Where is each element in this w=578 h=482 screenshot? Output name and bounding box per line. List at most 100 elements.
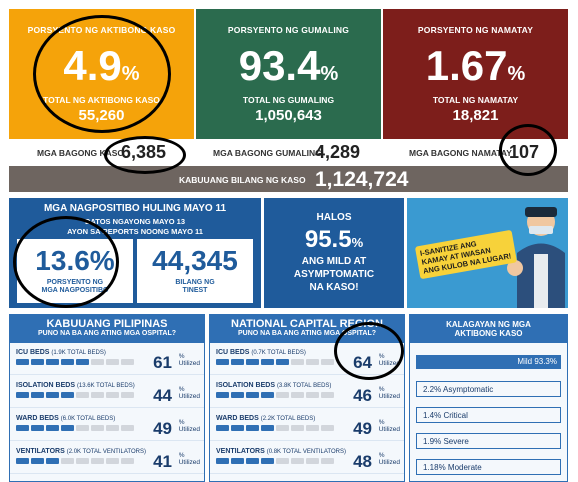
kalagayan-mild-label: Mild 93.3% — [517, 357, 557, 366]
bed-icon — [261, 392, 274, 398]
bed-icons — [16, 458, 134, 464]
bed-icon — [306, 458, 319, 464]
mild-line-1: HALOS — [316, 212, 352, 223]
util-word: Utilized — [178, 360, 200, 368]
kalagayan-item-label: 1.4% Critical — [423, 411, 468, 420]
tested-box: 44,345 BILANG NG TINEST — [137, 239, 253, 303]
bed-icon — [46, 359, 59, 365]
util-word: Utilized — [178, 393, 200, 401]
util-resource-name: VENTILATORS — [16, 448, 65, 455]
bed-icon — [91, 458, 104, 464]
total-cases-strip: KABUUANG BILANG NG KASO 1,124,724 — [9, 166, 568, 192]
kalagayan-item: 2.2% Asymptomatic — [416, 381, 561, 397]
bed-icon — [246, 359, 259, 365]
bed-icon — [276, 392, 289, 398]
util-resource-detail: (0.8K TOTAL VENTILATORS) — [266, 449, 346, 455]
deaths-pct-value: 1.67% — [383, 45, 568, 87]
bed-icon — [291, 359, 304, 365]
ph-hospital-panel: KABUUANG PILIPINAS PUNO NA BA ANG ATING … — [9, 314, 205, 482]
util-row-label: WARD BEDS (2.2K TOTAL BEDS) — [216, 415, 315, 422]
bed-icon — [321, 458, 334, 464]
util-row: ICU BEDS (1.9K TOTAL BEDS) 61% Utilized — [10, 347, 204, 375]
annotation-circle — [104, 136, 186, 174]
bed-icon — [31, 425, 44, 431]
util-pct-sign: % — [178, 452, 185, 459]
util-percent-value: 61 — [153, 353, 172, 372]
bed-icon — [306, 392, 319, 398]
bed-icons — [216, 392, 334, 398]
bed-icon — [231, 425, 244, 431]
deaths-pct-sign: % — [507, 63, 526, 85]
util-pct-sign: % — [178, 353, 185, 360]
util-pct-sign: % — [378, 452, 385, 459]
util-row: ISOLATION BEDS (13.6K TOTAL BEDS) 44% Util… — [10, 380, 204, 408]
util-resource-detail: (6.0K TOTAL BEDS) — [60, 416, 116, 422]
util-word: Utilized — [378, 459, 400, 467]
util-percent-value: 46 — [353, 386, 372, 405]
sanitize-poster: I-SANITIZE ANG KAMAY AT IWASAN ANG KULOB… — [407, 198, 568, 308]
util-percent-value: 48 — [353, 452, 372, 471]
bed-icons — [216, 425, 334, 431]
positivity-subtitle-2: AYON SA REPORTS NOONG MAYO 11 — [67, 227, 203, 236]
bed-icon — [106, 425, 119, 431]
new-counts-strip: MGA BAGONG KASO 6,385 MGA BAGONG GUMALIN… — [9, 140, 568, 164]
util-row-label: ISOLATION BEDS (3.8K TOTAL BEDS) — [216, 382, 331, 389]
util-percent-unit: % Utilized — [379, 452, 400, 466]
new-deaths-label: MGA BAGONG NAMATAY — [409, 148, 512, 158]
mild-panel: HALOS 95.5% ANG MILD AT ASYMPTOMATIC NA … — [264, 198, 404, 308]
recovered-total-value: 1,050,643 — [255, 107, 322, 124]
bed-icon — [231, 392, 244, 398]
positivity-title: MGA NAGPOSITIBO HULING MAYO 11 — [43, 203, 227, 214]
util-resource-name: WARD BEDS — [216, 415, 259, 422]
mild-line-3: ASYMPTOMATIC — [293, 269, 375, 280]
bed-icon — [91, 359, 104, 365]
poster-illustration — [507, 207, 565, 308]
util-row-label: ICU BEDS (1.9K TOTAL BEDS) — [16, 349, 106, 356]
util-percent-value: 41 — [153, 452, 172, 471]
bed-icon — [106, 392, 119, 398]
bed-icon — [276, 425, 289, 431]
bed-icon — [31, 392, 44, 398]
util-percent-unit: % Utilized — [179, 353, 200, 367]
bed-icon — [291, 392, 304, 398]
recovered-pct-sign: % — [320, 63, 339, 85]
kalagayan-item-label: 1.9% Severe — [423, 437, 469, 446]
bed-icon — [31, 458, 44, 464]
annotation-circle — [33, 15, 171, 133]
deaths-total-label: TOTAL NG NAMATAY — [432, 95, 519, 105]
deaths-card: PORSYENTO NG NAMATAY 1.67% TOTAL NG NAMA… — [383, 9, 568, 139]
util-percent-value: 49 — [153, 419, 172, 438]
bed-icons — [16, 359, 134, 365]
annotation-circle — [499, 124, 557, 176]
util-resource-name: VENTILATORS — [216, 448, 265, 455]
kalagayan-item: 1.4% Critical — [416, 407, 561, 423]
new-cases-label: MGA BAGONG KASO — [37, 148, 125, 158]
recovered-pct-number: 93.4 — [238, 42, 321, 89]
bed-icon — [16, 425, 29, 431]
bed-icon — [216, 392, 229, 398]
bed-icon — [76, 425, 89, 431]
bed-icon — [321, 359, 334, 365]
kalagayan-mild-bar: Mild 93.3% — [416, 355, 561, 369]
bed-icon — [76, 458, 89, 464]
mild-pct-sign: % — [351, 235, 364, 250]
bed-icon — [231, 458, 244, 464]
bed-icon — [106, 359, 119, 365]
util-percent-unit: % Utilized — [179, 386, 200, 400]
util-pct-sign: % — [178, 419, 185, 426]
util-resource-name: ICU BEDS — [216, 349, 250, 356]
bed-icon — [231, 359, 244, 365]
util-resource-detail: (2.0K TOTAL VENTILATORS) — [66, 449, 146, 455]
bed-icon — [61, 359, 74, 365]
deaths-pct-label: PORSYENTO NG NAMATAY — [417, 25, 534, 35]
util-row: VENTILATORS (2.0K TOTAL VENTILATORS) 41% U… — [10, 446, 204, 474]
kalagayan-header: KALAGAYAN NG MGA AKTIBONG KASO — [410, 315, 567, 343]
util-resource-detail: (2.2K TOTAL BEDS) — [260, 416, 316, 422]
util-resource-name: WARD BEDS — [16, 415, 59, 422]
ph-panel-subtitle: PUNO NA BA ANG ATING MGA OSPITAL? — [37, 330, 177, 337]
bed-icon — [46, 392, 59, 398]
annotation-circle — [13, 216, 119, 308]
util-row: WARD BEDS (6.0K TOTAL BEDS) 49% Utilized — [10, 413, 204, 441]
kalagayan-item-label: 1.18% Moderate — [423, 463, 482, 472]
recovered-pct-label: PORSYENTO NG GUMALING — [227, 25, 350, 35]
